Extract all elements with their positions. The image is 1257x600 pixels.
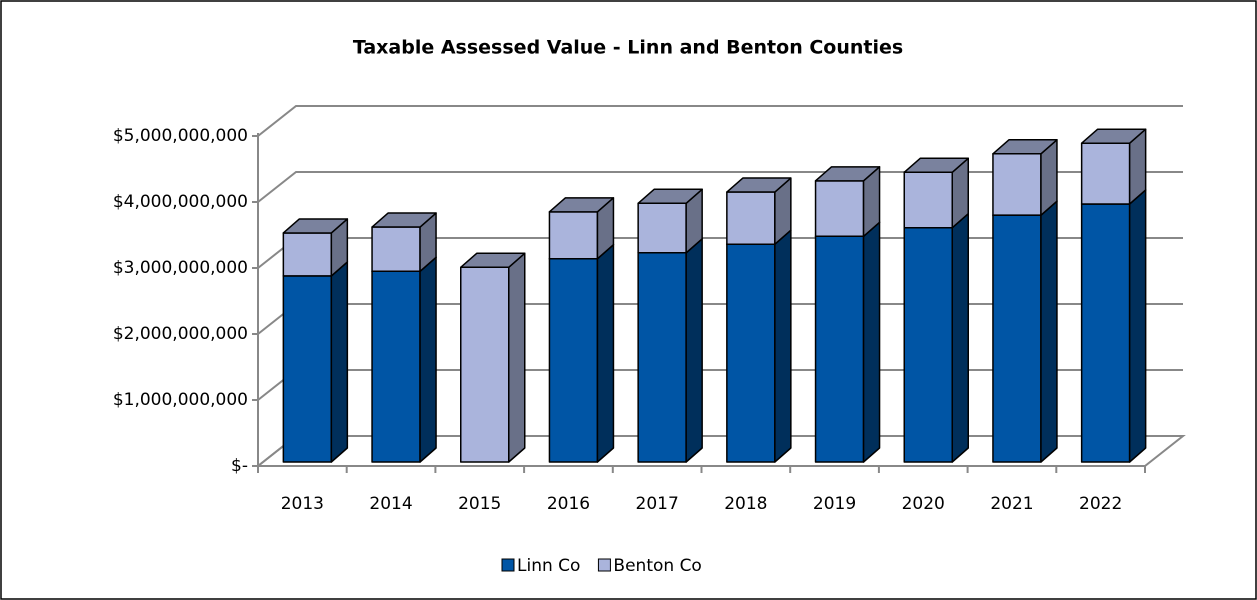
x-tick-label: 2022 [1079, 494, 1122, 514]
bar-front [282, 232, 333, 277]
bar-top [282, 218, 349, 234]
x-tick-label: 2017 [636, 494, 679, 514]
y-tick-label: $2,000,000,000 [113, 324, 248, 344]
x-tick-label: 2016 [547, 494, 590, 514]
x-tick-label: 2019 [813, 494, 856, 514]
chart-title: Taxable Assessed Value - Linn and Benton… [353, 37, 903, 59]
bar-side [330, 261, 349, 463]
grid-line [257, 171, 1183, 203]
bar-side [862, 221, 881, 463]
bar-top [814, 166, 881, 182]
bar-side [951, 212, 969, 463]
bar-front [548, 211, 599, 260]
bar-top [637, 188, 703, 205]
x-tick-label: 2021 [990, 494, 1033, 514]
legend-swatch [501, 558, 515, 572]
bar-side [1128, 189, 1147, 463]
x-tick-label: 2018 [724, 494, 767, 514]
bar-front [992, 214, 1042, 463]
x-tick-label: 2020 [902, 494, 945, 514]
bar-front [992, 153, 1042, 216]
bar-front [637, 202, 687, 254]
bar-front [282, 275, 333, 463]
y-tick-label: $1,000,000,000 [113, 390, 248, 410]
bar-side [508, 252, 526, 463]
bar-side [685, 238, 703, 463]
legend-label: Linn Co [517, 556, 580, 576]
bar-side [419, 256, 437, 463]
bar-front [371, 270, 421, 463]
bar-front [726, 243, 776, 463]
legend-swatch [597, 558, 611, 572]
bar-front [460, 266, 510, 463]
y-tick-label: $- [231, 456, 248, 476]
bar-front [814, 180, 865, 238]
bar-top [726, 177, 792, 193]
bar-top [992, 139, 1058, 155]
bar-top [548, 197, 615, 213]
bar-side [1040, 200, 1058, 463]
y-tick-label: $5,000,000,000 [113, 126, 248, 146]
bar-top [1080, 128, 1147, 144]
bar-front [814, 235, 865, 463]
bar-top [371, 212, 437, 228]
y-tick-label: $3,000,000,000 [113, 258, 248, 278]
y-tick-label: $4,000,000,000 [113, 192, 248, 212]
bar-front [371, 226, 421, 273]
bar-front [903, 226, 953, 463]
grid-line [257, 105, 1183, 137]
bar-top [903, 157, 969, 174]
bar-front [1080, 142, 1131, 205]
bar-front [637, 252, 687, 463]
bar-front [548, 257, 599, 463]
bar-side [774, 229, 792, 463]
x-tick-label: 2015 [458, 494, 501, 514]
bar-top [460, 252, 526, 269]
legend-label: Benton Co [613, 556, 701, 576]
bar-front [726, 191, 776, 245]
x-tick-label: 2013 [281, 494, 324, 514]
bar-front [1080, 203, 1131, 463]
bar-front [903, 171, 953, 229]
bar-side [596, 243, 615, 463]
x-tick-label: 2014 [369, 494, 412, 514]
